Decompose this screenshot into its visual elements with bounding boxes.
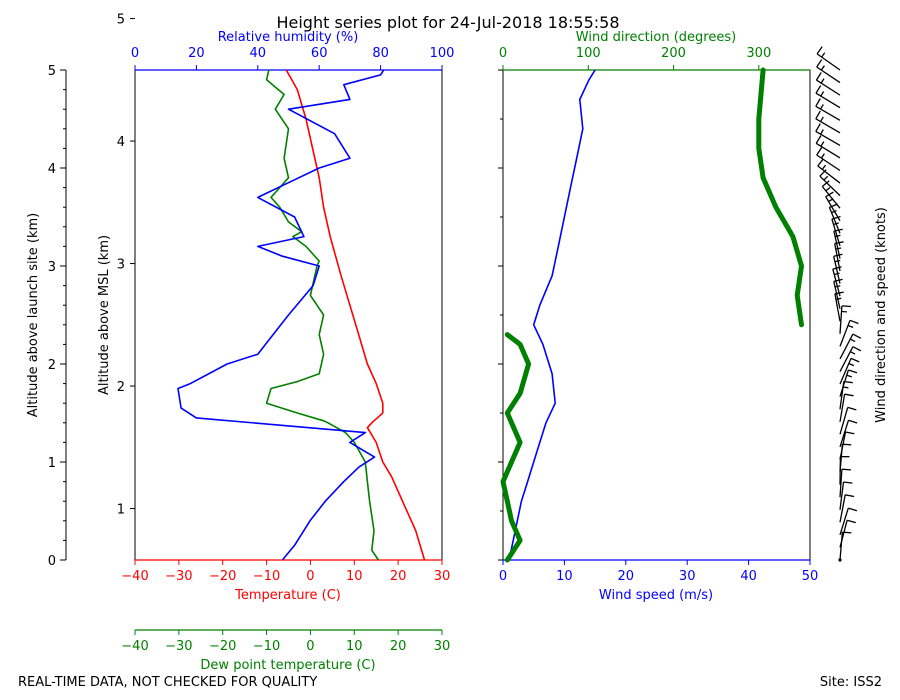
wind-barb xyxy=(839,507,858,536)
humidity-tick-label: 80 xyxy=(372,46,389,61)
outer-altitude-axis: 0 1 2 3 4 5 Altitude above launch site (km) xyxy=(26,64,67,569)
wind-barb xyxy=(839,531,852,561)
wind-barbs-label: Wind direction and speed (knots) xyxy=(874,207,889,423)
temperature-tick-label: −40 xyxy=(121,569,148,584)
humidity-tick-label: 0 xyxy=(131,46,139,61)
wind-barb xyxy=(839,468,851,498)
wind-barbs-panel: Wind direction and speed (knots) xyxy=(815,46,889,562)
wind-barb xyxy=(815,123,841,146)
wind-direction-line xyxy=(500,332,532,563)
thermo-panel: 1 2 3 4 5 Altitude above MSL (km) 0 20 40 60 80 1… xyxy=(97,13,454,673)
wind-barb xyxy=(817,158,841,184)
dewpoint-tick-label: 20 xyxy=(390,639,407,654)
outer-tick-label: 4 xyxy=(48,162,56,177)
wind-direction-line xyxy=(756,67,804,328)
outer-tick-label: 2 xyxy=(48,358,56,373)
wind-barb xyxy=(839,393,854,422)
dewpoint-tick-label: 0 xyxy=(306,639,314,654)
wind-barb xyxy=(839,305,851,334)
dewpoint-axis-label: Dew point temperature (C) xyxy=(200,658,375,673)
speed-tick-label: 10 xyxy=(556,569,573,584)
dewpoint-tick-label: 10 xyxy=(346,639,363,654)
wind-barb xyxy=(819,169,841,197)
dew-point-line xyxy=(265,69,380,561)
speed-tick-label: 20 xyxy=(618,569,635,584)
speed-tick-label: 30 xyxy=(679,569,696,584)
humidity-tick-label: 40 xyxy=(250,46,267,61)
outer-tick-label: 3 xyxy=(48,260,56,275)
inner-altitude-label: Altitude above MSL (km) xyxy=(97,235,112,395)
relative-humidity-line xyxy=(177,69,385,561)
outer-tick-label: 5 xyxy=(48,64,56,79)
direction-axis-label: Wind direction (degrees) xyxy=(576,30,736,45)
speed-tick-label: 40 xyxy=(740,569,757,584)
wind-barb xyxy=(816,147,841,172)
wind-barb xyxy=(815,135,841,159)
wind-barb xyxy=(815,85,841,109)
wind-barb xyxy=(839,419,858,448)
wind-barb xyxy=(839,481,853,510)
speed-tick-label: 50 xyxy=(802,569,819,584)
temperature-tick-label: −30 xyxy=(165,569,192,584)
calm-wind-dot xyxy=(838,558,842,562)
dewpoint-tick-label: −30 xyxy=(165,639,192,654)
temperature-axis-label: Temperature (C) xyxy=(234,588,341,603)
wind-barb xyxy=(839,319,859,347)
direction-tick-label: 300 xyxy=(746,46,771,61)
wind-barb xyxy=(815,72,841,96)
wind-barb xyxy=(816,46,841,71)
dewpoint-tick-label: −40 xyxy=(121,639,148,654)
temperature-tick-label: −10 xyxy=(253,569,280,584)
wind-barb xyxy=(832,266,842,297)
inner-tick-label: 1 xyxy=(117,503,125,518)
inner-tick-label: 4 xyxy=(117,135,125,150)
dewpoint-tick-label: −20 xyxy=(209,639,236,654)
temperature-line xyxy=(285,69,426,561)
wind-barb xyxy=(839,346,862,372)
humidity-tick-label: 60 xyxy=(311,46,328,61)
wind-barb xyxy=(839,519,856,548)
inner-tick-label: 3 xyxy=(117,258,125,273)
footer-site: Site: ISS2 xyxy=(820,675,882,690)
speed-tick-label: 0 xyxy=(499,569,507,584)
temperature-tick-label: 30 xyxy=(434,569,451,584)
figure-title: Height series plot for 24-Jul-2018 18:55… xyxy=(276,13,619,32)
temperature-tick-label: 0 xyxy=(306,569,314,584)
humidity-tick-label: 20 xyxy=(188,46,205,61)
temperature-tick-label: −20 xyxy=(209,569,236,584)
wind-barb xyxy=(839,357,860,385)
wind-barb xyxy=(839,369,858,397)
direction-tick-label: 100 xyxy=(576,46,601,61)
wind-speed-line xyxy=(508,69,596,561)
wind-barb xyxy=(839,406,857,435)
temperature-tick-label: 10 xyxy=(346,569,363,584)
dewpoint-tick-label: −10 xyxy=(253,639,280,654)
wind-barb xyxy=(839,333,862,360)
speed-axis-label: Wind speed (m/s) xyxy=(599,588,713,603)
wind-barb xyxy=(839,494,855,523)
wind-barb xyxy=(839,431,855,460)
temperature-tick-label: 20 xyxy=(390,569,407,584)
wind-frame xyxy=(502,69,811,561)
direction-tick-label: 200 xyxy=(661,46,686,61)
inner-tick-label: 2 xyxy=(117,380,125,395)
outer-tick-label: 1 xyxy=(48,456,56,471)
wind-barb xyxy=(815,98,841,121)
humidity-tick-label: 100 xyxy=(430,46,455,61)
outer-tick-label: 0 xyxy=(48,554,56,569)
footer-quality-note: REAL-TIME DATA, NOT CHECKED FOR QUALITY xyxy=(18,675,317,690)
direction-tick-label: 0 xyxy=(499,46,507,61)
humidity-axis-label: Relative humidity (%) xyxy=(218,30,359,45)
wind-barb xyxy=(821,180,841,209)
inner-tick-label: 5 xyxy=(117,13,125,28)
outer-altitude-label: Altitude above launch site (km) xyxy=(26,213,41,417)
wind-panel: 0 100 200 300 Wind direction (degrees) 0 10 2… xyxy=(498,30,818,603)
dewpoint-tick-label: 30 xyxy=(434,639,451,654)
wind-barb xyxy=(815,110,841,134)
wind-barb xyxy=(816,59,841,84)
